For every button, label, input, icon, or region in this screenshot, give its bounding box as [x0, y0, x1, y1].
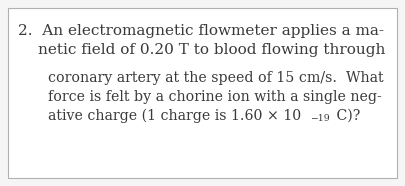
Text: C)?: C)? — [332, 109, 360, 123]
Text: −19: −19 — [310, 114, 330, 123]
Text: netic field of 0.20 T to blood flowing through: netic field of 0.20 T to blood flowing t… — [38, 43, 386, 57]
FancyBboxPatch shape — [8, 8, 397, 178]
Text: 2.  An electromagnetic flowmeter applies a ma‑: 2. An electromagnetic flowmeter applies … — [18, 24, 384, 38]
Text: coronary artery at the speed of 15 cm/s.  What: coronary artery at the speed of 15 cm/s.… — [48, 71, 384, 85]
Text: force is felt by a chorine ion with a single neg-: force is felt by a chorine ion with a si… — [48, 90, 382, 104]
Text: ative charge (1 charge is 1.60 × 10: ative charge (1 charge is 1.60 × 10 — [48, 109, 301, 123]
